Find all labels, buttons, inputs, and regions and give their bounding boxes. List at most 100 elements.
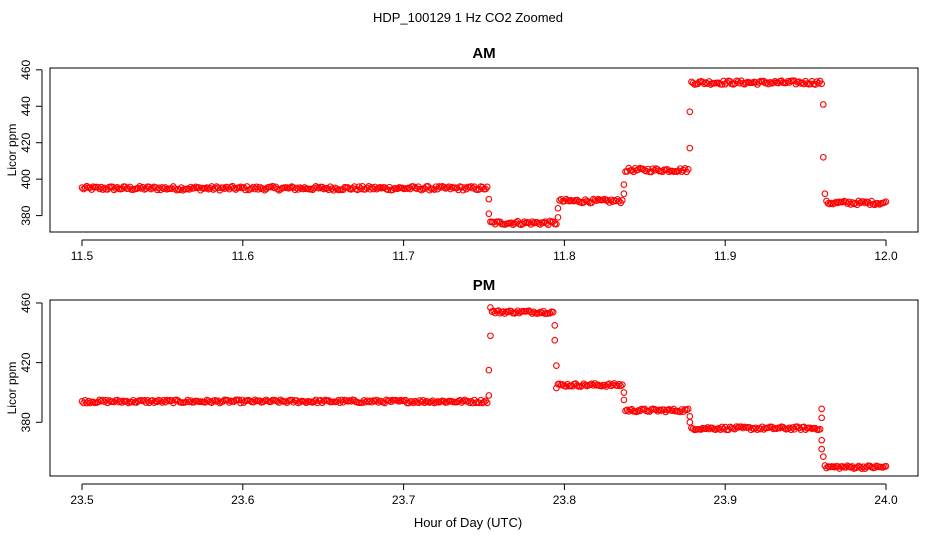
data-point <box>704 424 711 431</box>
data-point <box>686 412 694 420</box>
data-point <box>874 199 882 207</box>
data-point <box>123 397 131 405</box>
data-point <box>427 398 435 406</box>
data-point <box>81 184 89 192</box>
data-point <box>720 77 727 85</box>
data-point <box>507 219 515 227</box>
data-point <box>86 184 94 191</box>
data-point <box>647 168 655 176</box>
data-point <box>525 219 533 226</box>
x-tick-label: 12.0 <box>874 249 898 263</box>
data-point <box>421 399 429 407</box>
y-axis: 380 420 460 <box>19 293 43 432</box>
data-point <box>856 199 864 207</box>
data-point <box>860 198 867 205</box>
data-point <box>480 398 488 406</box>
data-point <box>333 185 341 193</box>
panel-am: AM Licor ppm 11.5 11.6 11.7 11.8 11.9 12.0 380 40… <box>5 45 919 263</box>
data-point <box>770 79 777 87</box>
data-point <box>842 463 850 471</box>
data-point <box>302 399 310 407</box>
x-tick-label: 11.9 <box>714 249 737 263</box>
chart-title: HDP_100129 1 Hz CO2 Zoomed <box>372 10 564 25</box>
data-point <box>269 182 276 190</box>
data-point <box>623 168 631 175</box>
data-point <box>315 184 323 192</box>
data-point <box>206 184 214 192</box>
data-point <box>784 77 792 85</box>
data-point <box>882 198 890 206</box>
data-point <box>142 185 150 192</box>
data-point <box>290 398 297 406</box>
data-point <box>161 184 169 191</box>
data-point <box>855 197 863 205</box>
data-point <box>267 398 275 406</box>
data-point <box>459 397 467 405</box>
data-point <box>609 381 616 389</box>
data-point <box>118 399 126 406</box>
data-point <box>589 381 597 389</box>
data-point <box>754 426 761 433</box>
data-point <box>618 196 626 204</box>
data-point <box>546 309 554 317</box>
x-tick-label: 23.5 <box>70 493 94 507</box>
data-point <box>607 196 615 204</box>
data-point <box>554 204 562 212</box>
data-point <box>553 384 560 392</box>
x-tick-label: 11.7 <box>392 249 415 263</box>
data-point <box>99 186 107 193</box>
data-point <box>363 184 371 192</box>
data-point <box>811 424 819 432</box>
data-point <box>795 424 803 432</box>
data-point <box>211 396 219 404</box>
data-point <box>487 332 494 340</box>
data-point <box>561 197 568 205</box>
data-point <box>816 425 824 433</box>
data-point <box>686 108 694 116</box>
data-point <box>411 397 419 405</box>
x-tick-label: 23.7 <box>392 493 416 507</box>
data-point <box>160 396 168 404</box>
data-point <box>137 185 145 192</box>
data-point <box>697 426 705 433</box>
data-point <box>512 309 520 316</box>
data-point <box>860 463 867 471</box>
data-point <box>689 425 697 432</box>
data-point <box>418 186 425 194</box>
data-point <box>553 362 560 369</box>
data-point <box>750 425 758 433</box>
data-point <box>483 399 491 407</box>
data-point <box>617 382 625 390</box>
data-point <box>386 397 393 404</box>
data-point <box>882 462 890 470</box>
data-point <box>203 184 211 191</box>
data-point <box>101 398 108 406</box>
data-point <box>117 397 124 405</box>
data-point <box>554 214 562 221</box>
x-tick-label: 23.8 <box>553 493 577 507</box>
data-point <box>684 405 692 413</box>
data-point <box>299 185 307 193</box>
data-point <box>121 183 129 191</box>
data-point <box>871 464 879 471</box>
y-axis: 380 400 420 440 460 <box>19 59 43 226</box>
data-point <box>863 463 871 471</box>
data-point <box>237 183 244 191</box>
data-point <box>190 184 198 192</box>
data-point <box>443 398 451 406</box>
x-axis: 23.5 23.6 23.7 23.8 23.9 24.0 <box>70 483 898 507</box>
data-point <box>818 405 826 413</box>
data-point <box>312 183 320 190</box>
x-tick-label: 11.6 <box>232 249 255 263</box>
data-point <box>737 423 745 431</box>
data-point <box>230 184 238 192</box>
x-axis-label: Hour of Day (UTC) <box>413 515 523 530</box>
y-tick-label: 420 <box>19 132 33 152</box>
data-point <box>485 366 493 374</box>
plot-frame <box>49 67 919 233</box>
data-point <box>371 397 379 405</box>
data-point <box>593 197 600 205</box>
y-axis-label: Licor ppm <box>5 124 19 177</box>
y-tick-label: 440 <box>19 96 33 116</box>
